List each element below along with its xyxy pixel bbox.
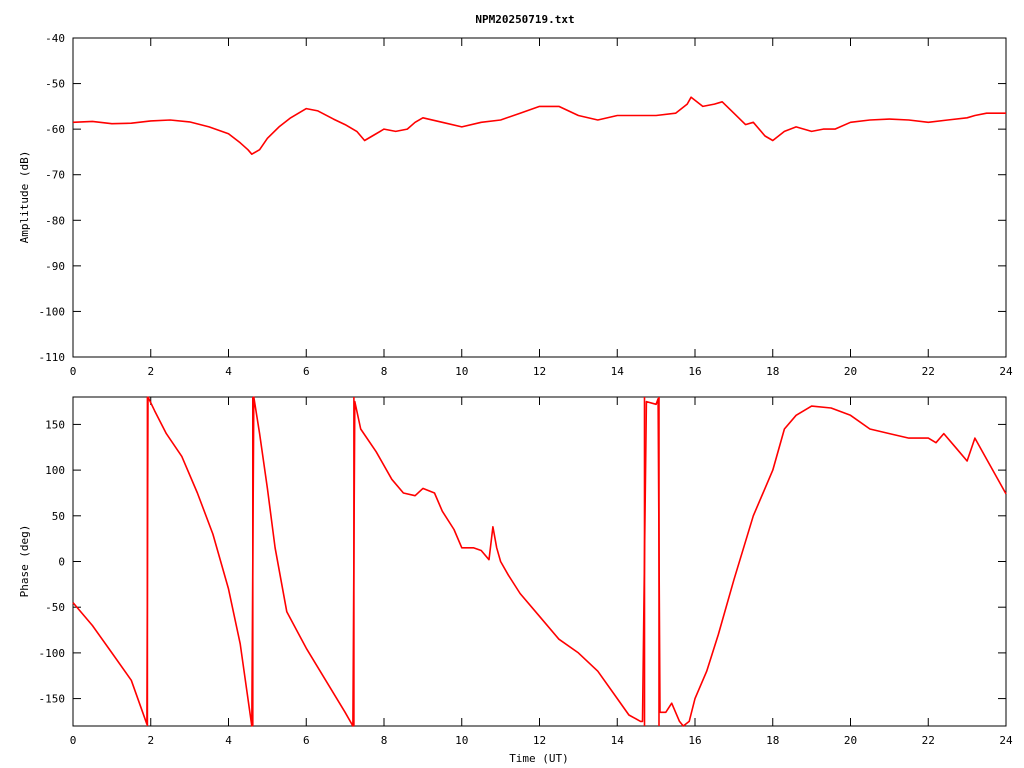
amplitude-axis-ticks: 0 2 4 6 8 10 12 14 16 18 20 22 24-40-50-60-70-80-90-… xyxy=(39,32,1013,378)
phase-y-axis-label: Phase (deg) xyxy=(18,525,31,598)
amplitude-series-line xyxy=(72,96,1006,155)
y-tick-label: -70 xyxy=(45,169,65,182)
x-tick-label: 18 xyxy=(766,734,779,747)
y-tick-label: -60 xyxy=(45,123,65,136)
x-tick-label: 16 xyxy=(688,365,701,378)
y-tick-label: -80 xyxy=(45,214,65,227)
x-tick-label: 2 xyxy=(147,365,154,378)
x-tick-label: 20 xyxy=(844,365,857,378)
x-tick-label: 0 xyxy=(70,734,77,747)
x-tick-label: 0 xyxy=(70,365,77,378)
amplitude-y-axis-label: Amplitude (dB) xyxy=(18,151,31,244)
phase-plot-frame xyxy=(72,396,1007,727)
x-tick-label: 16 xyxy=(688,734,701,747)
y-tick-label: -100 xyxy=(39,305,66,318)
x-tick-label: 4 xyxy=(225,734,232,747)
y-tick-label: -90 xyxy=(45,260,65,273)
x-tick-label: 20 xyxy=(844,734,857,747)
y-tick-label: 150 xyxy=(45,418,65,431)
x-tick-label: 2 xyxy=(147,734,154,747)
x-tick-label: 12 xyxy=(533,365,546,378)
x-tick-label: 6 xyxy=(303,365,310,378)
x-tick-label: 14 xyxy=(611,365,625,378)
chart-title: NPM20250719.txt xyxy=(475,13,574,26)
phase-axis-ticks: 0 2 4 6 8 10 12 14 16 18 20 22 24150100500-50-100-15… xyxy=(39,397,1013,747)
y-tick-label: -50 xyxy=(45,601,65,614)
x-tick-label: 12 xyxy=(533,734,546,747)
x-tick-label: 22 xyxy=(922,365,935,378)
x-tick-label: 14 xyxy=(611,734,625,747)
y-tick-label: -110 xyxy=(39,351,66,364)
amplitude-panel: 0 2 4 6 8 10 12 14 16 18 20 22 24-40-50-60-70-80-90-… xyxy=(18,32,1013,378)
y-tick-label: -100 xyxy=(39,647,66,660)
amplitude-plot-frame xyxy=(72,37,1007,358)
y-tick-label: -50 xyxy=(45,78,65,91)
x-tick-label: 24 xyxy=(999,734,1013,747)
x-tick-label: 8 xyxy=(381,365,388,378)
x-tick-label: 10 xyxy=(455,734,468,747)
y-tick-label: 50 xyxy=(52,510,65,523)
phase-x-axis-label: Time (UT) xyxy=(509,752,569,765)
x-tick-label: 10 xyxy=(455,365,468,378)
y-tick-label: -40 xyxy=(45,32,65,45)
y-tick-label: 0 xyxy=(58,556,65,569)
y-tick-label: -150 xyxy=(39,693,66,706)
phase-panel: 0 2 4 6 8 10 12 14 16 18 20 22 24150100500-50-100-15… xyxy=(18,396,1013,765)
x-tick-label: 24 xyxy=(999,365,1013,378)
x-tick-label: 8 xyxy=(381,734,388,747)
x-tick-label: 22 xyxy=(922,734,935,747)
x-tick-label: 6 xyxy=(303,734,310,747)
x-tick-label: 18 xyxy=(766,365,779,378)
x-tick-label: 4 xyxy=(225,365,232,378)
y-tick-label: 100 xyxy=(45,464,65,477)
phase-series-line xyxy=(72,396,1007,727)
phase-series-path xyxy=(72,396,1007,727)
